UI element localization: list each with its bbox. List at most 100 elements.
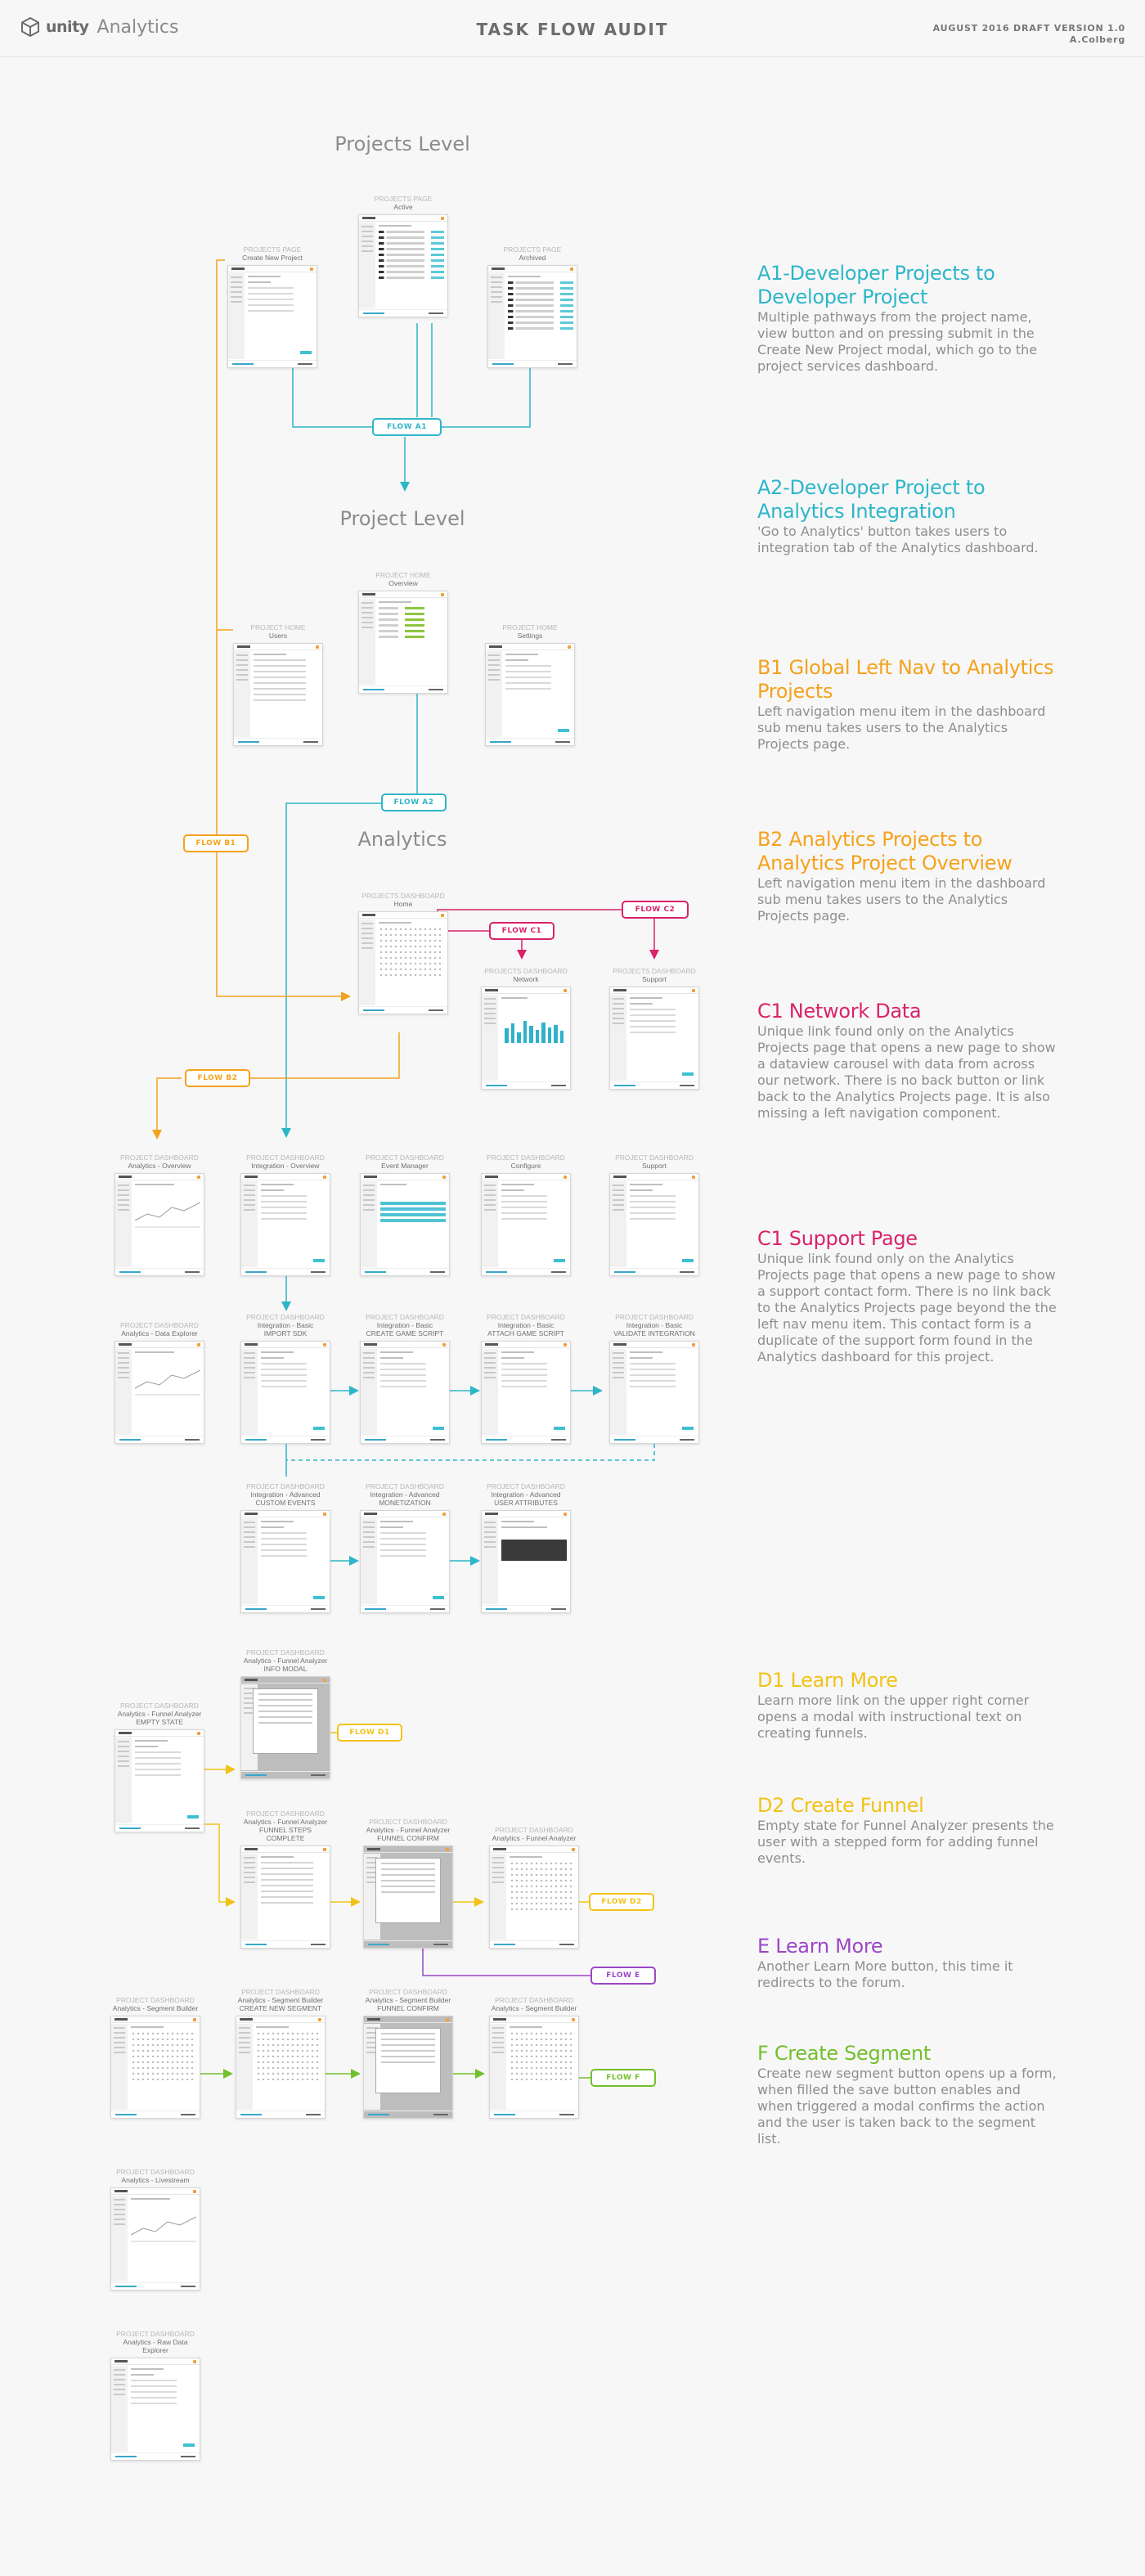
screen-caption-category: PROJECT DASHBOARD [120,1153,199,1162]
screen-caption-category: PROJECT DASHBOARD [487,1313,565,1321]
flow-f-tag[interactable]: FLOW F [590,2069,656,2087]
screen-caption-category: PROJECT DASHBOARD [487,1153,565,1162]
flow-description-body: Left navigation menu item in the dashboa… [757,704,1046,752]
flow-description-title: B2 Analytics Projects to Analytics Proje… [757,828,1013,874]
screen-thumbnail[interactable]: PROJECT DASHBOARD Analytics - Funnel Anal… [240,1648,330,1779]
flow-description: D1 Learn More Learn more link on the uppe… [757,1669,1060,1742]
screen-caption: PROJECT DASHBOARD Analytics - Funnel Anal… [240,1648,330,1673]
screen-thumbnail[interactable]: PROJECT HOME Users [233,615,323,746]
screen-thumbnail[interactable]: PROJECT DASHBOARD Analytics - Data Explor… [114,1313,204,1444]
screen-caption-category: PROJECT DASHBOARD [366,1313,444,1321]
flow-e-tag[interactable]: FLOW E [590,1967,656,1985]
screen-caption-name: Integration - Basic [376,1321,433,1329]
screen-thumbnail[interactable]: PROJECT DASHBOARD Analytics - Segment Bui… [236,1988,326,2119]
screen-caption-category: PROJECT DASHBOARD [246,1809,325,1818]
flow-description-body: Left navigation menu item in the dashboa… [757,875,1046,924]
screen-caption: PROJECT DASHBOARD Integration - Advanced M… [360,1482,450,1507]
screen-thumbnail[interactable]: PROJECT DASHBOARD Support [609,1145,699,1276]
screen-thumbnail[interactable]: PROJECT DASHBOARD Analytics - Funnel Anal… [489,1818,579,1949]
flow-description: F Create Segment Create new segment butto… [757,2042,1060,2147]
screen-caption-name: Integration - Advanced [250,1490,321,1499]
screen-thumbnail[interactable]: PROJECTS PAGE Create New Project [227,237,317,368]
screen-preview [240,1510,330,1613]
screen-thumbnail[interactable]: PROJECT DASHBOARD Configure [481,1145,571,1276]
flow-description-title: A2-Developer Project to Analytics Integr… [757,476,986,523]
flow-a2-lines [281,650,655,1566]
screen-preview [240,1341,330,1444]
flow-description-body: 'Go to Analytics' button takes users to … [757,524,1039,555]
screen-thumbnail[interactable]: PROJECT DASHBOARD Analytics - Segment Bui… [110,1988,200,2119]
screen-caption-category: PROJECT DASHBOARD [369,1818,447,1826]
screen-thumbnail[interactable]: PROJECT DASHBOARD Analytics - Livestream [110,2160,200,2291]
flow-description-body: Another Learn More button, this time it … [757,1958,1013,1990]
screen-preview [227,265,317,368]
flow-description: E Learn More Another Learn More button, t… [757,1935,1060,1991]
screen-caption-name: Users [268,632,288,640]
screen-thumbnail[interactable]: PROJECT DASHBOARD Analytics - Funnel Anal… [363,1818,453,1949]
screen-caption-category: PROJECT DASHBOARD [246,1482,325,1490]
screen-caption-name: Analytics - Funnel Analyzer [366,1826,451,1834]
unity-logo-icon [21,16,39,38]
screen-preview [236,2016,326,2119]
flow-description: C1 Network Data Unique link found only on… [757,1000,1060,1122]
screen-thumbnail[interactable]: PROJECT DASHBOARD Analytics - Segment Bui… [489,1988,579,2119]
screen-caption-name: Archived [519,254,546,262]
screen-caption-category: PROJECTS PAGE [503,245,562,254]
screen-thumbnail[interactable]: PROJECT DASHBOARD Integration - Basic ATTA… [481,1313,571,1444]
screen-thumbnail[interactable]: PROJECT DASHBOARD Analytics - Funnel Anal… [114,1702,204,1832]
screen-preview [609,1173,699,1276]
screen-caption: PROJECT DASHBOARD Analytics - Livestream [110,2160,200,2184]
screen-thumbnail[interactable]: PROJECTS PAGE Archived [487,237,577,368]
screen-preview [358,591,448,694]
screen-thumbnail[interactable]: PROJECT DASHBOARD Integration - Overview [240,1145,330,1276]
screen-caption-category: PROJECT DASHBOARD [495,1996,573,2004]
screen-caption-name: Active [393,203,413,211]
flow-d1-tag[interactable]: FLOW D1 [337,1724,402,1742]
screen-caption: PROJECT DASHBOARD Analytics - Data Explor… [114,1313,204,1337]
screen-thumbnail[interactable]: PROJECT DASHBOARD Integration - Basic CREA… [360,1313,450,1444]
screen-caption-state: CREATE NEW SEGMENT [239,2004,322,2012]
flow-description: B2 Analytics Projects to Analytics Proje… [757,828,1060,924]
flow-d2-tag[interactable]: FLOW D2 [589,1893,654,1911]
screen-thumbnail[interactable]: PROJECTS DASHBOARD Support [609,959,699,1090]
screen-caption-name: Analytics - Segment Builder [237,1996,324,2004]
flow-description-title: D2 Create Funnel [757,1794,924,1817]
screen-caption-category: PROJECT HOME [375,571,431,579]
screen-caption-category: PROJECT DASHBOARD [116,2168,195,2176]
screen-thumbnail[interactable]: PROJECT DASHBOARD Integration - Basic VALI… [609,1313,699,1444]
screen-caption-category: PROJECTS PAGE [243,245,302,254]
screen-thumbnail[interactable]: PROJECTS DASHBOARD Home [358,883,448,1014]
screen-thumbnail[interactable]: PROJECT HOME Overview [358,563,448,694]
flow-b1-tag[interactable]: FLOW B1 [183,834,249,852]
flow-description-title: A1-Developer Projects to Developer Proje… [757,262,995,308]
screen-thumbnail[interactable]: PROJECT DASHBOARD Analytics - Segment Bui… [363,1988,453,2119]
screen-preview [110,2187,200,2291]
flow-b1-lines [152,259,400,1140]
screen-thumbnail[interactable]: PROJECT DASHBOARD Analytics - Funnel Anal… [240,1809,330,1949]
flow-a1-tag[interactable]: FLOW A1 [372,418,442,436]
screen-caption-category: PROJECT DASHBOARD [366,1482,444,1490]
screen-thumbnail[interactable]: PROJECT DASHBOARD Analytics - Raw Data Ex… [110,2330,200,2461]
flow-c1-tag[interactable]: FLOW C1 [489,922,555,940]
screen-caption-state: FUNNEL CONFIRM [377,1834,439,1842]
screen-caption-name: Event Manager [381,1162,429,1170]
flow-description: A1-Developer Projects to Developer Proje… [757,262,1060,375]
flow-c2-tag[interactable]: FLOW C2 [622,901,689,919]
screen-caption-name: Integration - Advanced [491,1490,561,1499]
screen-thumbnail[interactable]: PROJECT DASHBOARD Analytics - Overview [114,1145,204,1276]
screen-thumbnail[interactable]: PROJECTS DASHBOARD Network [481,959,571,1090]
flow-description-title: B1 Global Left Nav to Analytics Projects [757,656,1054,703]
flow-b2-tag[interactable]: FLOW B2 [185,1069,250,1087]
screen-caption-category: PROJECT DASHBOARD [495,1826,573,1834]
flow-a2-tag[interactable]: FLOW A2 [381,793,447,811]
screen-thumbnail[interactable]: PROJECT DASHBOARD Integration - Advanced M… [360,1482,450,1613]
screen-thumbnail[interactable]: PROJECT DASHBOARD Integration - Basic IMPO… [240,1313,330,1444]
screen-preview [360,1173,450,1276]
screen-caption: PROJECT HOME Settings [485,615,575,640]
screen-thumbnail[interactable]: PROJECTS PAGE Active [358,187,448,317]
screen-preview [481,1510,571,1613]
screen-thumbnail[interactable]: PROJECT DASHBOARD Integration - Advanced U… [481,1482,571,1613]
screen-thumbnail[interactable]: PROJECT DASHBOARD Event Manager [360,1145,450,1276]
screen-thumbnail[interactable]: PROJECT DASHBOARD Integration - Advanced C… [240,1482,330,1613]
screen-thumbnail[interactable]: PROJECT HOME Settings [485,615,575,746]
